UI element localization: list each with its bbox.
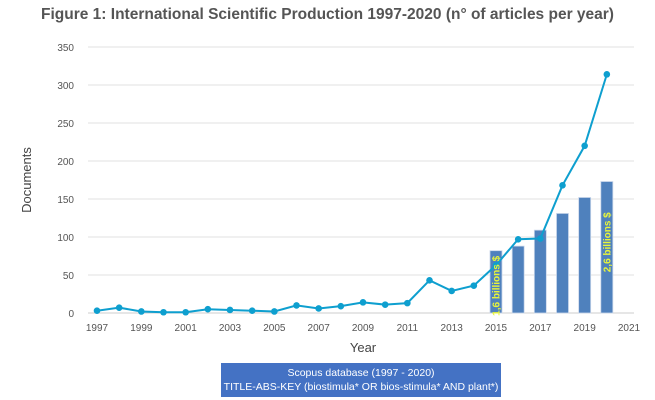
data-point-2001 xyxy=(182,308,189,316)
data-point-2014 xyxy=(470,282,478,289)
data-point-2006 xyxy=(293,302,300,309)
x-tick-label: 2007 xyxy=(308,323,331,334)
data-point-2004 xyxy=(248,307,256,315)
bar-2018 xyxy=(556,213,569,314)
data-point-1998 xyxy=(115,304,123,311)
source-box: Scopus database (1997 - 2020) TITLE-ABS-… xyxy=(221,363,501,397)
y-axis-label: Documents xyxy=(19,147,34,213)
x-tick-label: 1997 xyxy=(86,323,109,334)
data-point-2018 xyxy=(559,182,566,189)
bar-2020 xyxy=(600,181,614,314)
x-tick-label: 2017 xyxy=(529,323,552,334)
data-point-2008 xyxy=(337,302,345,310)
y-tick-label: 0 xyxy=(68,309,74,320)
x-tick-label: 2005 xyxy=(263,323,286,334)
y-tick-label: 100 xyxy=(57,233,74,244)
data-point-2017 xyxy=(537,235,544,242)
x-tick-label: 2015 xyxy=(485,323,508,334)
data-point-1999 xyxy=(138,308,145,315)
source-line-1: Scopus database (1997 - 2020) xyxy=(287,367,435,379)
x-tick-label: 2001 xyxy=(175,323,198,334)
bar-annotation: 2,6 billions $ xyxy=(602,212,613,272)
bar-2016 xyxy=(511,245,525,314)
x-axis-label: Year xyxy=(350,340,377,355)
y-tick-label: 200 xyxy=(57,157,74,168)
y-tick-label: 350 xyxy=(57,43,74,54)
x-tick-label: 2003 xyxy=(219,323,242,334)
x-tick-label: 2009 xyxy=(352,323,375,334)
data-point-2012 xyxy=(426,277,433,284)
y-tick-label: 150 xyxy=(57,195,74,206)
data-point-2009 xyxy=(359,299,367,306)
y-tick-label: 50 xyxy=(63,271,75,282)
data-point-2010 xyxy=(381,301,389,308)
data-point-2020 xyxy=(603,71,611,78)
x-tick-label: 2013 xyxy=(441,323,464,334)
data-point-2019 xyxy=(581,142,588,150)
data-point-2015 xyxy=(492,261,500,269)
x-tick-label: 2011 xyxy=(397,323,419,334)
data-point-2013 xyxy=(448,287,455,295)
data-point-2005 xyxy=(271,308,278,315)
x-tick-label: 2021 xyxy=(618,323,641,334)
data-point-2002 xyxy=(204,305,212,313)
x-tick-label: 2019 xyxy=(574,323,597,334)
data-point-2011 xyxy=(404,299,411,307)
data-point-2000 xyxy=(160,308,167,316)
series-line xyxy=(96,74,608,314)
x-tick-label: 1999 xyxy=(130,323,153,334)
data-point-2003 xyxy=(226,306,234,314)
chart-title: Figure 1: International Scientific Produ… xyxy=(41,6,614,23)
source-line-2: TITLE-ABS-KEY (biostimula* OR bios-stimu… xyxy=(223,381,499,393)
bar-2019 xyxy=(578,197,592,314)
data-point-2016 xyxy=(514,235,522,243)
bar-annotation: 1,6 billions $ xyxy=(492,255,503,315)
data-point-2007 xyxy=(315,305,322,312)
data-point-1997 xyxy=(93,307,101,315)
y-tick-label: 250 xyxy=(57,119,74,130)
bar-2017 xyxy=(533,229,547,314)
y-tick-label: 300 xyxy=(57,81,74,92)
